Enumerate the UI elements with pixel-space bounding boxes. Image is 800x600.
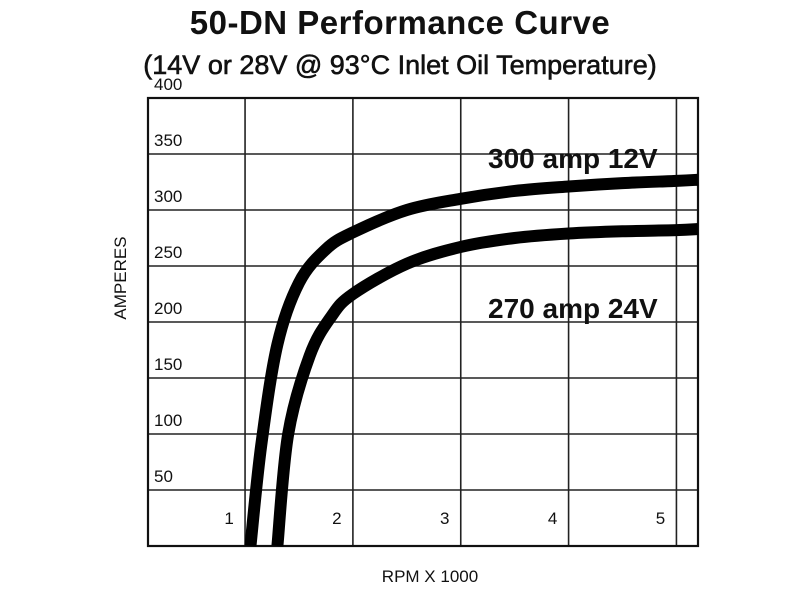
x-tick-5: 5 bbox=[656, 509, 665, 528]
x-tick-1: 1 bbox=[224, 509, 233, 528]
series-label-300-amp-12v: 300 amp 12V bbox=[488, 143, 658, 174]
x-axis-label: RPM X 1000 bbox=[382, 567, 478, 586]
y-tick-300: 300 bbox=[154, 187, 182, 206]
y-tick-150: 150 bbox=[154, 355, 182, 374]
y-tick-100: 100 bbox=[154, 411, 182, 430]
series-layer bbox=[244, 173, 699, 547]
y-tick-50: 50 bbox=[154, 467, 173, 486]
chart-title: 50-DN Performance Curve bbox=[189, 4, 611, 41]
series-line-1 bbox=[271, 223, 699, 547]
y-tick-400: 400 bbox=[154, 75, 182, 94]
y-axis-label: AMPERES bbox=[111, 236, 130, 319]
series-label-270-amp-24v: 270 amp 24V bbox=[488, 293, 658, 324]
x-tick-3: 3 bbox=[440, 509, 449, 528]
series-line-0 bbox=[244, 173, 699, 547]
plot-frame bbox=[146, 96, 700, 548]
y-tick-200: 200 bbox=[154, 299, 182, 318]
tick-labels: 50 100 150 200 250 300 350 400 1 2 3 4 5 bbox=[154, 75, 665, 528]
x-tick-2: 2 bbox=[332, 509, 341, 528]
chart-subtitle: (14V or 28V @ 93°C Inlet Oil Temperature… bbox=[143, 50, 657, 81]
x-tick-4: 4 bbox=[548, 509, 557, 528]
y-tick-350: 350 bbox=[154, 131, 182, 150]
y-tick-250: 250 bbox=[154, 243, 182, 262]
